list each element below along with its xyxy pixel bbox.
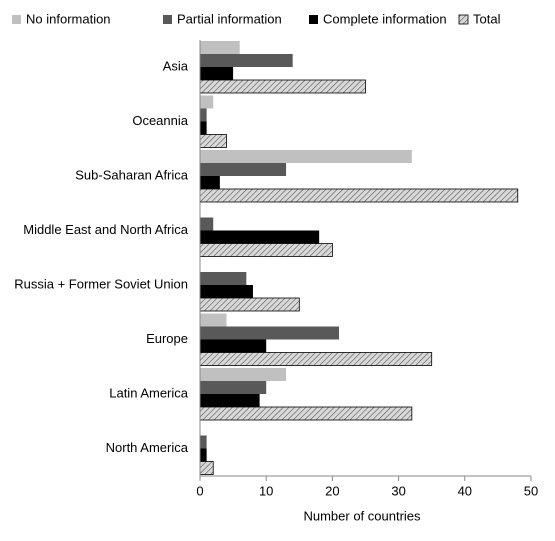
bar	[199, 406, 413, 421]
bar	[199, 243, 333, 257]
bar	[200, 272, 247, 285]
x-tick-label: 20	[325, 483, 339, 498]
bar	[199, 134, 227, 148]
bar	[200, 176, 220, 189]
legend-label: Total	[473, 11, 501, 26]
bar	[200, 394, 260, 407]
x-axis-label: Number of countries	[303, 508, 421, 523]
category-label: Russia + Former Soviet Union	[14, 276, 188, 291]
legend-label: Complete information	[323, 11, 447, 26]
bar	[200, 285, 253, 298]
category-label: Latin America	[109, 385, 189, 400]
bar	[200, 435, 207, 449]
bar	[199, 461, 214, 475]
bar	[200, 217, 214, 231]
x-tick-label: 30	[391, 483, 405, 498]
bar	[200, 121, 207, 135]
x-tick-label: 10	[259, 483, 273, 498]
category-label: Middle East and North Africa	[23, 222, 189, 237]
legend-swatch	[12, 15, 21, 24]
bar	[199, 297, 300, 312]
bar	[199, 79, 366, 94]
bar	[200, 339, 267, 353]
bar	[199, 352, 433, 366]
bar	[200, 448, 207, 462]
bar	[200, 313, 227, 327]
category-label: Oceannia	[132, 113, 188, 128]
bar	[200, 54, 293, 67]
bar	[200, 368, 287, 381]
category-label: Sub-Saharan Africa	[75, 167, 189, 182]
category-label: Europe	[146, 331, 188, 346]
legend-swatch	[163, 15, 172, 24]
bar	[200, 67, 234, 80]
category-label: North America	[106, 440, 189, 455]
bar	[199, 188, 519, 203]
x-tick-label: 0	[196, 483, 203, 498]
bar	[200, 230, 320, 244]
bar	[200, 381, 267, 394]
bar	[200, 150, 412, 163]
legend-swatch	[309, 15, 318, 24]
category-label: Asia	[163, 58, 189, 73]
legend-label: No information	[26, 11, 111, 26]
x-tick-label: 50	[524, 483, 538, 498]
x-tick-label: 40	[458, 483, 472, 498]
legend-swatch	[458, 14, 469, 25]
legend-label: Partial information	[177, 11, 282, 26]
bar	[200, 108, 207, 122]
bar	[200, 163, 287, 176]
bar	[200, 95, 214, 109]
bar	[200, 326, 340, 340]
bar	[200, 41, 240, 54]
